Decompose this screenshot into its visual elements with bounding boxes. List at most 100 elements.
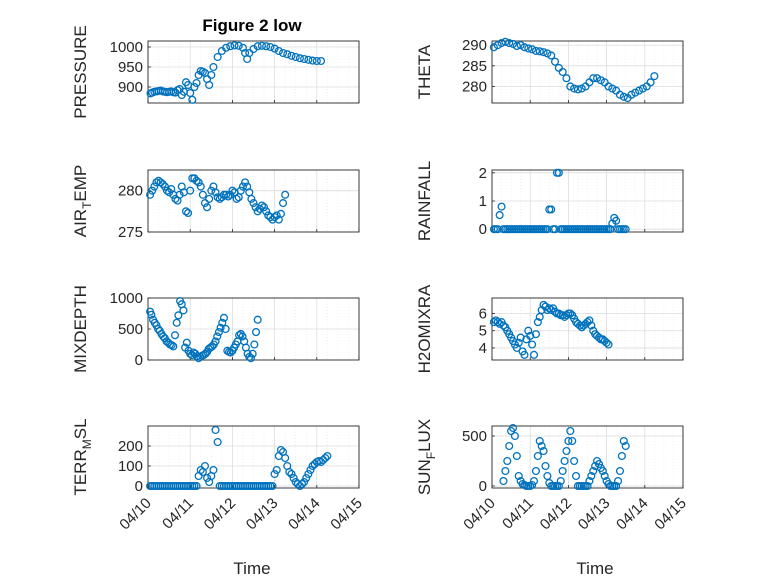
data-point	[253, 315, 262, 324]
data-point	[514, 338, 523, 347]
data-point	[615, 466, 625, 476]
subplot-theta: 280 285 290 THETA	[415, 37, 684, 104]
data-point	[604, 340, 613, 349]
data-point	[289, 473, 298, 483]
axes-box	[147, 169, 360, 233]
y-tick-label: 0	[135, 478, 143, 495]
y-tick-label: 900	[118, 79, 143, 96]
y-tick-label: 5	[479, 323, 487, 340]
data-point	[558, 466, 567, 476]
data-point	[545, 304, 554, 313]
data-point	[508, 423, 518, 433]
x-tick-label: 04/12	[537, 495, 576, 534]
data-point	[295, 481, 304, 491]
data-point	[205, 80, 214, 90]
data-point	[562, 446, 571, 456]
data-point	[287, 51, 296, 60]
y-tick-label: 280	[118, 183, 143, 200]
data-point	[554, 481, 563, 491]
data-point	[278, 48, 288, 58]
data-point	[520, 43, 529, 52]
data-point	[505, 441, 514, 451]
y-tick-label: 500	[462, 428, 487, 445]
data-point	[501, 466, 510, 476]
y-tick-label: 0	[135, 352, 143, 369]
y-tick-label: 4	[479, 340, 487, 357]
data-point	[297, 479, 307, 489]
x-tick-label: 04/15	[327, 495, 366, 534]
data-point	[489, 318, 498, 327]
y-tick-label: 275	[118, 224, 143, 241]
data-point	[247, 194, 256, 203]
data-point	[531, 466, 540, 476]
data-point	[295, 54, 304, 63]
data-point	[529, 350, 539, 359]
data-point	[535, 436, 544, 446]
data-point	[162, 186, 172, 195]
data-point	[224, 192, 233, 201]
data-point	[248, 349, 257, 358]
data-point	[531, 330, 540, 339]
data-point	[184, 208, 193, 218]
data-point	[200, 199, 210, 208]
data-point	[539, 48, 548, 57]
data-point	[272, 211, 281, 220]
data-point	[203, 203, 212, 212]
data-point	[238, 332, 247, 341]
data-point	[218, 318, 227, 327]
y-tick-label: 285	[462, 58, 487, 75]
y-tick-label: 280	[462, 78, 487, 95]
y-tick-label: 1000	[110, 39, 143, 56]
data-point	[146, 190, 155, 199]
data-point	[182, 338, 191, 347]
x-tick-label: 04/14	[285, 495, 324, 534]
data-point	[257, 41, 266, 50]
data-point	[186, 186, 195, 195]
data-point	[528, 340, 537, 349]
data-point	[213, 332, 222, 341]
data-point	[612, 216, 621, 225]
data-point	[205, 194, 214, 203]
data-point	[587, 471, 596, 481]
data-point	[213, 437, 222, 447]
data-point	[533, 451, 542, 461]
data-point	[543, 306, 552, 315]
data-point	[167, 341, 176, 350]
data-point	[213, 52, 222, 62]
data-point	[283, 50, 292, 59]
data-point	[646, 78, 655, 87]
data-point	[495, 211, 504, 220]
data-point	[238, 182, 248, 191]
data-point	[558, 311, 567, 320]
data-point	[274, 46, 283, 56]
axes-box	[147, 425, 360, 489]
data-point	[319, 455, 328, 465]
data-point	[585, 476, 594, 486]
data-point	[612, 481, 621, 491]
data-point	[192, 176, 201, 185]
data-point	[533, 318, 542, 327]
data-point	[570, 456, 579, 466]
data-point	[207, 70, 216, 80]
x-tick-label: 04/14	[613, 495, 652, 534]
data-point	[589, 74, 598, 83]
data-point	[214, 328, 223, 337]
data-point	[621, 225, 630, 234]
data-point	[531, 46, 540, 55]
data-point	[246, 354, 256, 363]
data-point	[516, 333, 525, 342]
data-point	[614, 476, 623, 486]
y-axis-label-h2omixra: H2OMIXRA	[415, 284, 434, 373]
data-point	[493, 318, 502, 327]
data-point	[236, 186, 245, 195]
data-point	[568, 436, 577, 446]
data-point	[147, 310, 156, 319]
data-point	[211, 188, 220, 197]
data-point	[259, 203, 269, 212]
data-point	[547, 306, 556, 315]
data-point	[170, 331, 180, 340]
data-point	[566, 309, 575, 318]
data-point	[272, 465, 281, 475]
data-point	[300, 54, 309, 64]
data-point	[250, 340, 259, 349]
